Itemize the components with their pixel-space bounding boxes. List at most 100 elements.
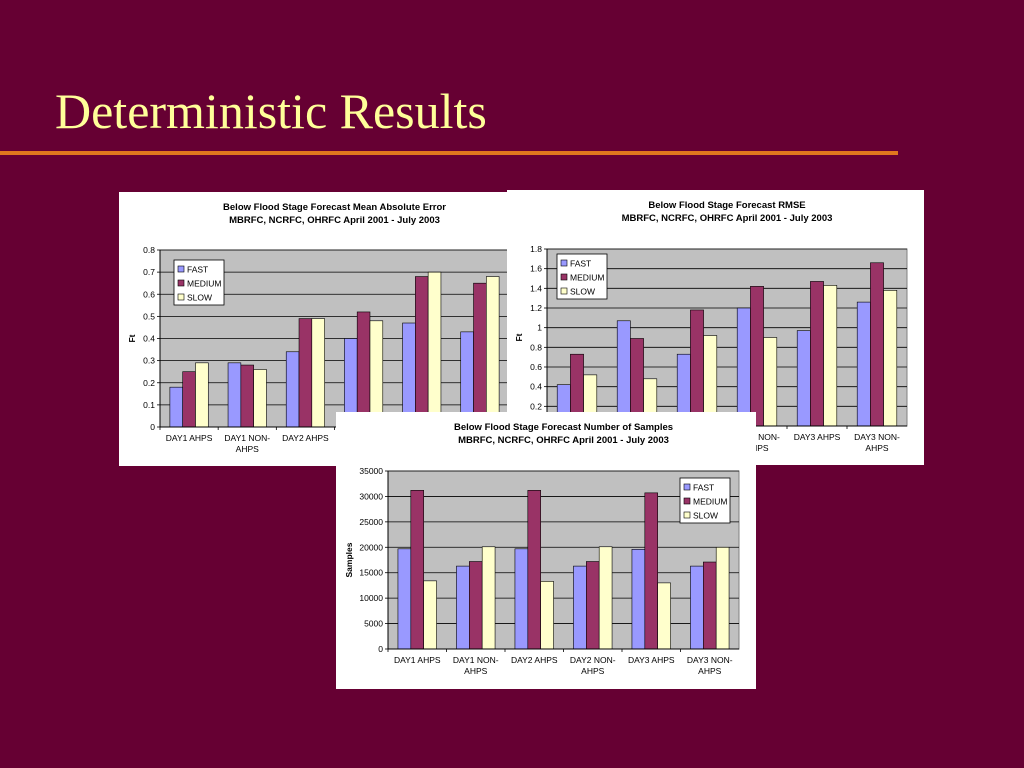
- title-rule: [0, 151, 898, 155]
- chart-subtitle: MBRFC, NCRFC, OHRFC April 2001 - July 20…: [622, 213, 833, 224]
- legend-swatch-medium: [177, 279, 185, 287]
- chart-title: Below Flood Stage Forecast Mean Absolute…: [223, 202, 446, 213]
- x-tick-label-line: DAY3 AHPS: [794, 432, 841, 442]
- y-axis-label: Samples: [344, 542, 354, 577]
- x-tick-label-line: AHPS: [698, 666, 721, 676]
- x-tick-label-line: DAY1 AHPS: [394, 655, 441, 665]
- bar-medium-4: [356, 311, 371, 428]
- bar-medium-1: [182, 371, 196, 428]
- y-tick-label: 1.4: [530, 283, 542, 293]
- y-tick-label: 0.5: [143, 311, 155, 321]
- x-tick-label-line: DAY3 NON-: [687, 655, 733, 665]
- samples-chart-panel: Below Flood Stage Forecast Number of Sam…: [336, 412, 756, 689]
- bar-medium-6: [703, 561, 717, 650]
- x-tick-label: DAY2 AHPS: [282, 433, 329, 443]
- legend-label-fast: FAST: [187, 265, 208, 275]
- y-tick-label: 0.7: [143, 267, 155, 277]
- legend-label-slow: SLOW: [693, 511, 718, 521]
- x-tick-label-line: AHPS: [236, 444, 259, 454]
- bar-fast-2: [616, 320, 631, 427]
- bar-slow-1: [195, 362, 209, 428]
- x-tick-label: DAY2 AHPS: [511, 655, 558, 665]
- bar-slow-2: [253, 369, 267, 428]
- samples-chart: Below Flood Stage Forecast Number of Sam…: [344, 422, 740, 676]
- legend-label-medium: MEDIUM: [187, 279, 221, 289]
- legend-label-slow: SLOW: [187, 293, 212, 303]
- y-tick-label: 0.1: [143, 400, 155, 410]
- y-tick-label: 10000: [359, 593, 383, 603]
- legend-swatch-slow: [177, 293, 185, 301]
- x-tick-label-line: DAY3 AHPS: [628, 655, 675, 665]
- bar-medium-5: [415, 276, 429, 428]
- x-tick-label-line: DAY3 NON-: [854, 432, 900, 442]
- bar-slow-1: [423, 580, 437, 650]
- rmse-chart: Below Flood Stage Forecast RMSE MBRFC, NC…: [514, 200, 908, 453]
- bar-fast-4: [736, 307, 751, 427]
- x-tick-label: DAY1 AHPS: [394, 655, 441, 665]
- chart-title: Below Flood Stage Forecast RMSE: [648, 200, 805, 211]
- bar-slow-5: [427, 271, 442, 428]
- y-tick-label: 0.6: [143, 289, 155, 299]
- x-tick-label-line: AHPS: [581, 666, 604, 676]
- y-tick-label: 0: [378, 644, 383, 654]
- x-tick-label-line: DAY2 NON-: [734, 432, 780, 442]
- y-tick-label: 1.6: [530, 264, 542, 274]
- x-tick-label: DAY3 NON-AHPS: [854, 432, 900, 453]
- y-tick-label: 0: [150, 422, 155, 432]
- bar-fast-1: [397, 548, 412, 650]
- legend-swatch-slow: [683, 511, 691, 519]
- x-tick-label-line: DAY2 AHPS: [282, 433, 329, 443]
- chart-subtitle: MBRFC, NCRFC, OHRFC April 2001 - July 20…: [229, 215, 440, 226]
- bar-medium-4: [586, 561, 600, 650]
- y-tick-label: 0.3: [143, 356, 155, 366]
- bar-slow-5: [823, 285, 838, 427]
- bar-slow-4: [763, 337, 778, 427]
- y-tick-label: 20000: [359, 542, 383, 552]
- x-tick-label-line: DAY2 AHPS: [511, 655, 558, 665]
- y-tick-label: 0.4: [143, 334, 155, 344]
- legend-swatch-fast: [683, 483, 691, 491]
- x-tick-label: DAY1 NON-AHPS: [224, 433, 270, 454]
- bar-slow-5: [657, 582, 671, 650]
- x-tick-label-line: DAY1 NON-: [224, 433, 270, 443]
- bar-fast-4: [573, 565, 587, 650]
- y-tick-label: 30000: [359, 491, 383, 501]
- y-tick-label: 1: [537, 323, 542, 333]
- legend-label-medium: MEDIUM: [570, 273, 604, 283]
- mae-chart-panel: Below Flood Stage Forecast Mean Absolute…: [119, 192, 514, 466]
- x-tick-label-line: AHPS: [464, 666, 487, 676]
- legend-swatch-fast: [560, 259, 568, 267]
- bar-medium-3: [298, 318, 313, 428]
- x-tick-label: DAY1 AHPS: [166, 433, 213, 443]
- bar-fast-5: [796, 330, 811, 427]
- bar-medium-6: [870, 262, 884, 427]
- bar-fast-6: [690, 565, 704, 650]
- y-axis-label: Ft: [127, 334, 137, 342]
- x-tick-label-line: DAY1 NON-: [453, 655, 499, 665]
- y-tick-label: 1.2: [530, 303, 542, 313]
- legend-swatch-medium: [560, 273, 568, 281]
- bar-medium-3: [690, 309, 704, 427]
- chart-subtitle: MBRFC, NCRFC, OHRFC April 2001 - July 20…: [458, 435, 669, 446]
- legend-swatch-slow: [560, 287, 568, 295]
- bar-medium-5: [810, 281, 824, 427]
- x-tick-label-line: AHPS: [865, 443, 888, 453]
- bar-fast-3: [285, 351, 300, 428]
- bar-slow-6: [883, 290, 898, 427]
- y-tick-label: 1.8: [530, 244, 542, 254]
- x-tick-label: DAY2 NON-AHPS: [734, 432, 780, 453]
- bar-slow-3: [540, 581, 554, 650]
- bar-fast-2: [456, 565, 470, 650]
- y-tick-label: 0.2: [143, 378, 155, 388]
- bar-medium-3: [527, 490, 541, 650]
- bar-fast-3: [514, 548, 529, 650]
- x-tick-label: DAY3 AHPS: [794, 432, 841, 442]
- y-tick-label: 35000: [359, 466, 383, 476]
- bar-slow-2: [481, 546, 496, 650]
- x-tick-label: DAY3 AHPS: [628, 655, 675, 665]
- slide-title: Deterministic Results: [55, 83, 487, 139]
- bar-slow-3: [311, 318, 325, 428]
- x-tick-label-line: DAY2 NON-: [570, 655, 616, 665]
- bar-medium-4: [750, 286, 764, 427]
- y-tick-label: 0.8: [530, 342, 542, 352]
